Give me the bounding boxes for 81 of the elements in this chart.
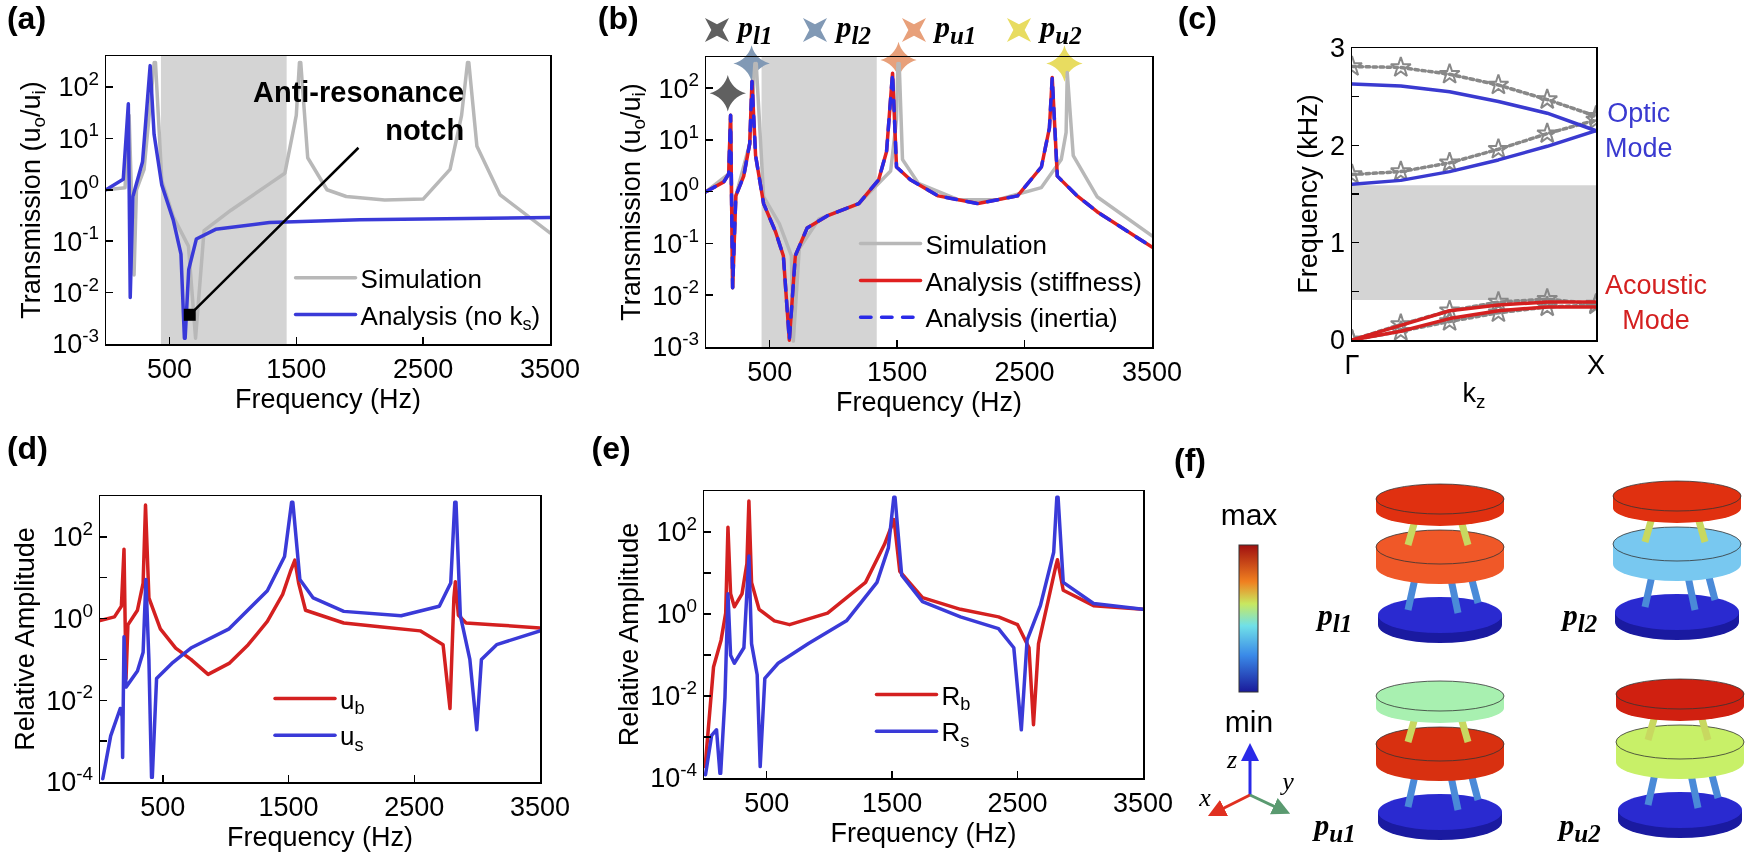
chart-title: (e) bbox=[591, 429, 631, 466]
x-tick-label: X bbox=[1586, 349, 1606, 380]
legend-label: u$_{b}$ bbox=[340, 684, 365, 719]
y-tick-label: 2 bbox=[1330, 130, 1346, 161]
x-tick-label: 3500 bbox=[1112, 787, 1174, 818]
y-tick-label: 3 bbox=[1330, 33, 1346, 64]
text: p$_{l2}$ bbox=[836, 10, 871, 50]
legend-label: Analysis (stiffness) bbox=[925, 266, 1142, 297]
y-axis-title: Relative Amplitude bbox=[9, 527, 40, 751]
x-tick-label: 1500 bbox=[258, 791, 319, 822]
y-tick-label: 10$^{0}$ bbox=[58, 170, 100, 206]
x-axis-title: Frequency (Hz) bbox=[830, 817, 1017, 848]
y-tick-label: 0 bbox=[1330, 325, 1346, 356]
x-axis-title: Frequency (Hz) bbox=[835, 386, 1023, 417]
y-axis-title: Relative Amplitude bbox=[613, 522, 644, 747]
legend-label: Simulation bbox=[925, 229, 1047, 260]
y-tick-label: 10$^{-1}$ bbox=[652, 224, 700, 259]
y-tick-label: 10$^{-1}$ bbox=[52, 222, 100, 257]
y-tick-label: 10$^{2}$ bbox=[58, 68, 100, 103]
y-tick-label: 10$^{-2}$ bbox=[52, 273, 100, 309]
y-tick-label: 10$^{0}$ bbox=[52, 599, 94, 635]
chart-title: (d) bbox=[6, 429, 48, 466]
x-tick-label: 1500 bbox=[266, 353, 327, 384]
text: max bbox=[1220, 498, 1278, 531]
x-tick-label: 2500 bbox=[384, 791, 445, 822]
y-tick-label: 10$^{2}$ bbox=[52, 517, 94, 553]
x-tick-label: 2500 bbox=[994, 356, 1055, 387]
x-tick-label: 500 bbox=[747, 356, 793, 387]
annotation: Anti-resonance notch bbox=[253, 76, 465, 146]
legend-label: Analysis (inertia) bbox=[925, 303, 1118, 334]
legend-label: Simulation bbox=[360, 263, 482, 294]
y-tick-label: 10$^{-3}$ bbox=[52, 325, 100, 360]
y-tick-label: 10$^{2}$ bbox=[656, 513, 698, 548]
text: x bbox=[1199, 783, 1211, 812]
text: p$_{u1}$ bbox=[1314, 808, 1356, 847]
legend-label: R$_{s}$ bbox=[941, 717, 970, 751]
x-tick-label: 2500 bbox=[393, 353, 454, 384]
text: z bbox=[1226, 745, 1238, 774]
y-tick-label: 10$^{-4}$ bbox=[46, 763, 94, 798]
y-tick-label: 10$^{2}$ bbox=[658, 69, 700, 104]
y-tick-label: 1 bbox=[1330, 228, 1346, 259]
x-tick-label: 500 bbox=[744, 787, 790, 818]
y-tick-label: 10$^{1}$ bbox=[58, 119, 100, 154]
text: p$_{u2}$ bbox=[1559, 808, 1601, 847]
chart-title: (b) bbox=[597, 0, 639, 36]
chart-title: (a) bbox=[6, 0, 47, 36]
x-tick-label: Γ bbox=[1344, 349, 1360, 380]
y-axis-title: Frequency (kHz) bbox=[1293, 94, 1324, 294]
text: p$_{l2}$ bbox=[1562, 598, 1598, 637]
legend-label: Analysis (no k$_{s}$) bbox=[360, 300, 541, 335]
x-axis-title: Frequency (Hz) bbox=[226, 821, 414, 852]
y-tick-label: 10$^{-2}$ bbox=[652, 276, 700, 311]
y-tick-label: 10$^{-4}$ bbox=[650, 759, 698, 794]
y-tick-label: 10$^{0}$ bbox=[656, 595, 698, 630]
y-tick-label: 10$^{-2}$ bbox=[650, 677, 698, 712]
x-tick-label: 3500 bbox=[509, 791, 571, 822]
text: y bbox=[1282, 767, 1294, 796]
x-tick-label: 2500 bbox=[987, 787, 1048, 818]
x-axis-title: Frequency (Hz) bbox=[234, 383, 422, 414]
text: p$_{u1}$ bbox=[934, 10, 977, 50]
y-tick-label: 10$^{0}$ bbox=[658, 172, 700, 208]
series-label: Optic Mode bbox=[1605, 98, 1673, 164]
x-axis-title: k$_{z}$ bbox=[1462, 378, 1486, 412]
x-tick-label: 1500 bbox=[867, 356, 928, 387]
x-tick-label: 3500 bbox=[1121, 356, 1183, 387]
text: (f) bbox=[1174, 442, 1206, 478]
y-tick-label: 10$^{1}$ bbox=[658, 121, 700, 156]
series-label: Acoustic Mode bbox=[1605, 270, 1708, 336]
y-tick-label: 10$^{-2}$ bbox=[46, 681, 94, 716]
text: min bbox=[1224, 705, 1274, 738]
y-tick-label: 10$^{-3}$ bbox=[652, 328, 700, 363]
x-tick-label: 500 bbox=[140, 791, 186, 822]
chart-title: (c) bbox=[1177, 0, 1217, 36]
legend-label: u$_{s}$ bbox=[340, 721, 364, 755]
x-tick-label: 1500 bbox=[862, 787, 923, 818]
legend-label: R$_{b}$ bbox=[941, 680, 971, 715]
text: p$_{l1}$ bbox=[1317, 598, 1353, 637]
text: p$_{u2}$ bbox=[1040, 10, 1082, 50]
x-tick-label: 3500 bbox=[519, 353, 581, 384]
x-tick-label: 500 bbox=[146, 353, 192, 384]
text: p$_{l1}$ bbox=[738, 10, 773, 50]
